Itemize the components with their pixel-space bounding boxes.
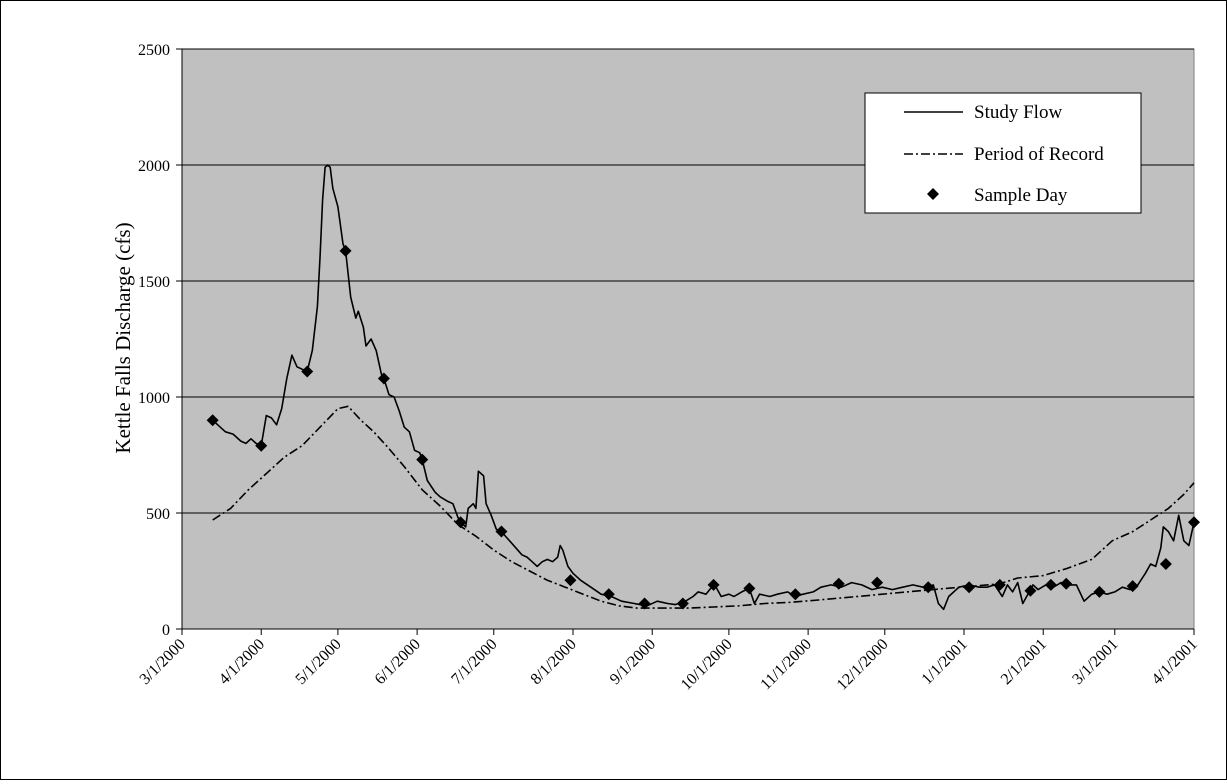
x-tick-labels: 3/1/2000 4/1/2000 5/1/2000 6/1/2000 7/1/2000… — [137, 636, 1201, 694]
x-tick-label-1: 4/1/2000 — [216, 636, 268, 688]
sample-day-marker-3 — [339, 244, 352, 257]
legend: Study Flow Period of Record Sample Day — [864, 92, 1142, 214]
sample-day-marker-8 — [564, 574, 577, 587]
sample-day-marker-7 — [495, 525, 508, 538]
sample-day-marker-17 — [922, 581, 935, 594]
sample-day-marker-0 — [206, 414, 219, 427]
series-layer — [206, 164, 1200, 611]
period-of-record-line — [212, 405, 1195, 609]
sample-day-marker-25 — [1159, 558, 1172, 571]
y-tick-label-1500: 1500 — [138, 274, 170, 291]
sample-day-marker-19 — [993, 578, 1006, 591]
y-tick-labels: 0 500 1000 1500 2000 2500 — [138, 42, 170, 639]
x-tick-label-7: 10/1/2000 — [678, 636, 736, 694]
axes — [176, 48, 1195, 635]
sample-day-marker-18 — [963, 581, 976, 594]
legend-sample-day-label: Sample Day — [974, 185, 1068, 206]
y-tick-label-2000: 2000 — [138, 158, 170, 175]
x-tick-label-6: 9/1/2000 — [607, 636, 659, 688]
sample-day-marker-6 — [454, 516, 467, 529]
sample-day-marker-22 — [1060, 577, 1073, 590]
sample-day-marker-12 — [707, 578, 720, 591]
sample-day-marker-20 — [1024, 584, 1037, 597]
x-tick-label-12: 3/1/2001 — [1069, 636, 1121, 688]
sample-day-marker-4 — [377, 372, 390, 385]
y-tick-label-500: 500 — [146, 506, 170, 523]
sample-day-marker-26 — [1188, 516, 1200, 529]
grid-lines — [182, 48, 1194, 514]
sample-day-marker-16 — [871, 576, 884, 589]
sample-day-marker-10 — [638, 597, 651, 610]
x-tick-label-4: 7/1/2000 — [448, 636, 500, 688]
x-tick-label-0: 3/1/2000 — [137, 636, 189, 688]
sample-day-marker-21 — [1044, 578, 1057, 591]
sample-day-marker-23 — [1093, 585, 1106, 598]
x-tick-label-13: 4/1/2001 — [1149, 636, 1201, 688]
sample-day-marker-5 — [416, 453, 429, 466]
x-tick-label-9: 12/1/2000 — [834, 636, 892, 694]
sample-day-marker-13 — [743, 582, 756, 595]
y-tick-label-2500: 2500 — [138, 42, 170, 59]
y-tick-label-1000: 1000 — [138, 390, 170, 407]
x-tick-label-10: 1/1/2001 — [919, 636, 971, 688]
legend-period-of-record-label: Period of Record — [974, 144, 1104, 165]
y-tick-label-0: 0 — [162, 622, 170, 639]
sample-day-marker-14 — [789, 588, 802, 601]
legend-study-flow-label: Study Flow — [974, 102, 1062, 123]
sample-day-marker-11 — [676, 597, 689, 610]
legend-box — [864, 92, 1142, 214]
sample-day-marker-9 — [602, 588, 615, 601]
sample-day-marker-1 — [255, 439, 268, 452]
x-tick-label-3: 6/1/2000 — [372, 636, 424, 688]
legend-sample-day-marker — [927, 188, 939, 200]
y-axis-title: Kettle Falls Discharge (cfs) — [111, 222, 135, 453]
x-tick-label-11: 2/1/2001 — [998, 636, 1050, 688]
x-tick-label-5: 8/1/2000 — [528, 636, 580, 688]
sample-day-marker-24 — [1126, 580, 1139, 593]
x-tick-label-2: 5/1/2000 — [292, 636, 344, 688]
x-tick-label-8: 11/1/2000 — [757, 636, 814, 693]
sample-day-marker-2 — [301, 365, 314, 378]
sample-day-marker-15 — [832, 577, 845, 590]
